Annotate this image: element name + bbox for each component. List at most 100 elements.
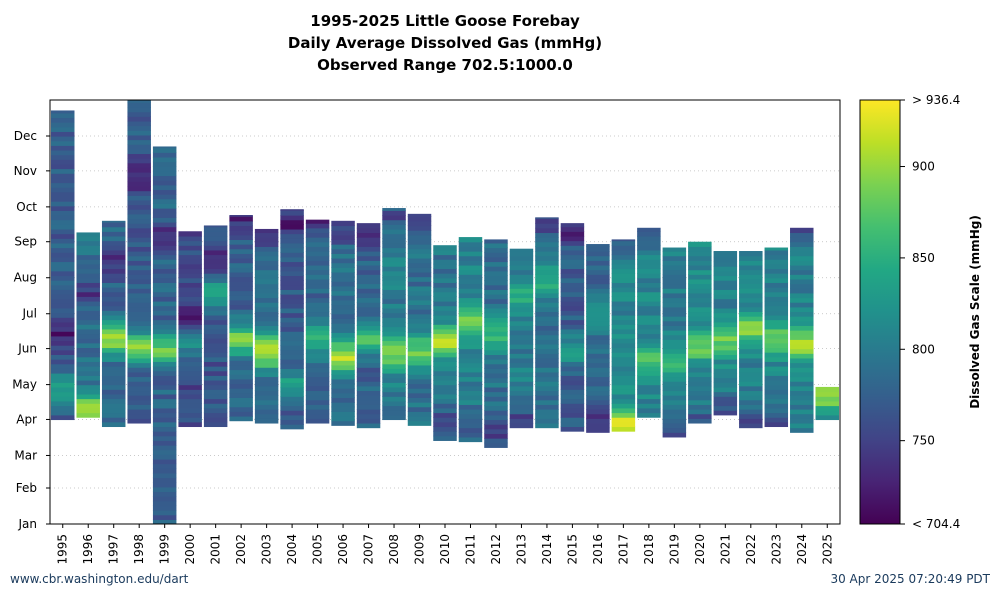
heatmap-cell — [280, 363, 304, 369]
heatmap-cell — [51, 386, 75, 393]
heatmap-cell — [280, 354, 304, 360]
heatmap-cell — [662, 316, 687, 322]
heatmap-cell — [458, 334, 483, 340]
heatmap-cell — [331, 304, 355, 310]
heatmap-cell — [152, 454, 177, 460]
heatmap-cell — [331, 281, 355, 287]
heatmap-cell — [229, 220, 253, 227]
heatmap-cell — [535, 413, 559, 419]
heatmap-cell — [458, 339, 483, 345]
heatmap-cell — [254, 413, 279, 419]
heatmap-cell — [101, 235, 126, 242]
heatmap-cell — [229, 346, 253, 352]
heatmap-cell — [331, 392, 355, 398]
heatmap-cell — [560, 249, 585, 256]
heatmap-cell — [535, 223, 559, 229]
source-url[interactable]: www.cbr.washington.edu/dart — [10, 572, 189, 586]
heatmap-cell — [101, 259, 126, 265]
heatmap-cell — [127, 125, 151, 131]
heatmap-cell — [433, 338, 457, 344]
heatmap-cell — [407, 309, 432, 315]
heatmap-cell — [280, 209, 304, 211]
heatmap-cell — [662, 325, 687, 331]
heatmap-cell — [713, 410, 738, 416]
heatmap-cell — [127, 316, 151, 322]
heatmap-cell — [433, 259, 457, 265]
heatmap-cell — [713, 359, 738, 365]
heatmap-cell — [203, 226, 228, 232]
heatmap-cell — [484, 289, 508, 295]
heatmap-cell — [382, 261, 406, 267]
heatmap-cell — [688, 385, 712, 392]
heatmap-cell — [458, 343, 483, 350]
heatmap-cell — [509, 357, 534, 364]
heatmap-cell — [739, 371, 763, 378]
heatmap-cell — [407, 364, 432, 371]
heatmap-cell — [407, 281, 432, 287]
heatmap-cell — [382, 321, 406, 328]
heatmap-cell — [688, 408, 712, 415]
heatmap-cell — [509, 408, 534, 415]
heatmap-cell — [382, 219, 406, 225]
heatmap-cell — [560, 277, 585, 283]
heatmap-cell — [356, 385, 381, 392]
heatmap-cell — [535, 316, 559, 322]
heatmap-cell — [152, 407, 177, 414]
heatmap-cell — [611, 398, 636, 404]
heatmap-cell — [203, 268, 228, 274]
heatmap-cell — [662, 306, 687, 313]
heatmap-cell — [152, 180, 177, 186]
heatmap-cell — [203, 310, 228, 316]
heatmap-cell — [331, 364, 355, 371]
heatmap-cell — [433, 347, 457, 353]
heatmap-cell — [254, 381, 279, 387]
heatmap-cell — [356, 311, 381, 317]
heatmap-cell — [535, 246, 559, 252]
heatmap-cell — [739, 278, 763, 285]
x-tick-label: 1995 — [56, 534, 70, 565]
heatmap-cell — [535, 237, 559, 243]
chart-title: 1995-2025 Little Goose Forebay Daily Ave… — [50, 10, 840, 76]
heatmap-cell — [178, 417, 202, 423]
heatmap-cell — [535, 218, 559, 224]
heatmap-cell — [254, 399, 279, 405]
heatmap-cell — [611, 379, 636, 386]
heatmap-cell — [611, 273, 636, 279]
heatmap-cell — [662, 390, 687, 396]
heatmap-cell — [764, 319, 789, 325]
heatmap-cell — [51, 182, 75, 188]
heatmap-cell — [331, 350, 355, 357]
heatmap-cell — [356, 260, 381, 266]
heatmap-cell — [407, 397, 432, 403]
heatmap-cell — [280, 424, 304, 430]
heatmap-cell — [509, 260, 534, 266]
heatmap-cell — [382, 368, 406, 374]
heatmap-cell — [662, 362, 687, 368]
heatmap-cell — [178, 366, 202, 372]
heatmap-cell — [713, 256, 738, 263]
heatmap-cell — [586, 251, 610, 257]
heatmap-cell — [331, 271, 355, 278]
heatmap-cell — [356, 223, 381, 229]
heatmap-cell — [127, 413, 151, 419]
heatmap-cell — [331, 285, 355, 292]
colorbar-tick-label: 750 — [912, 434, 935, 448]
heatmap-cell — [484, 345, 508, 351]
heatmap-cell — [739, 339, 763, 345]
heatmap-cell — [407, 415, 432, 422]
heatmap-cell — [637, 333, 661, 339]
heatmap-cell — [790, 422, 814, 429]
heatmap-cell — [637, 300, 661, 307]
heatmap-cell — [152, 384, 177, 390]
heatmap-cell — [535, 390, 559, 396]
heatmap-cell — [127, 218, 151, 224]
heatmap-cell — [152, 310, 177, 316]
heatmap-cell — [382, 215, 406, 221]
heatmap-cell — [127, 283, 151, 289]
heatmap-cell — [331, 257, 355, 264]
heatmap-cell — [127, 106, 151, 113]
heatmap-cell — [101, 417, 126, 423]
heatmap-cell — [484, 317, 508, 323]
heatmap-cell — [586, 404, 610, 410]
heatmap-cell — [433, 361, 457, 367]
